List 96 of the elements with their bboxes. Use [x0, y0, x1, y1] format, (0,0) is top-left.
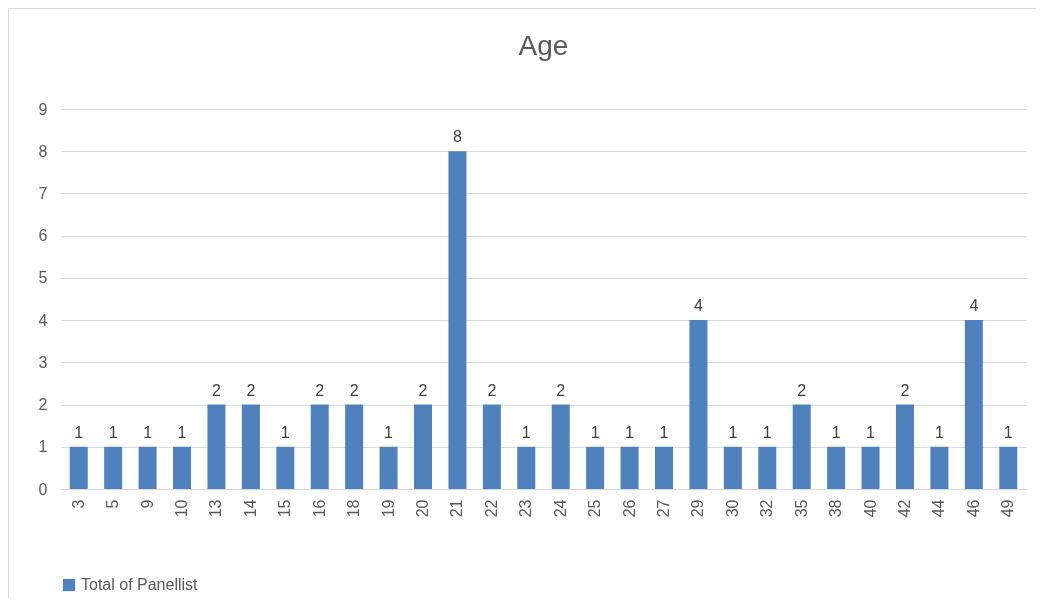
data-label: 2 [487, 381, 497, 399]
x-tick-label: 14 [241, 499, 259, 518]
x-tick-label: 22 [482, 499, 500, 518]
data-label: 1 [143, 423, 153, 441]
bar [310, 404, 329, 489]
data-label: 2 [349, 381, 359, 399]
bar [379, 446, 398, 489]
bar [104, 446, 123, 489]
data-label: 2 [315, 381, 325, 399]
data-label: 1 [866, 423, 876, 441]
x-tick-label: 16 [310, 499, 328, 518]
x-tick-label: 42 [895, 499, 913, 518]
y-tick-label: 8 [38, 142, 48, 160]
bar [448, 151, 467, 489]
bar [276, 446, 295, 489]
bar [861, 446, 880, 489]
bar [999, 446, 1018, 489]
data-label: 1 [108, 423, 118, 441]
bar [414, 404, 432, 489]
x-tick-label: 21 [448, 499, 466, 518]
y-tick-label: 1 [38, 438, 48, 456]
x-tick-label: 15 [276, 499, 294, 518]
data-label: 8 [452, 128, 462, 146]
x-tick-label: 3 [69, 499, 87, 509]
bar [241, 404, 260, 489]
bar [138, 446, 157, 489]
data-label: 1 [728, 423, 738, 441]
data-label: 1 [659, 423, 669, 441]
x-tick-label: 26 [620, 499, 638, 518]
data-label: 1 [590, 423, 600, 441]
bar [69, 446, 88, 489]
bar [586, 446, 605, 489]
bar [723, 446, 742, 489]
data-label: 1 [1003, 423, 1013, 441]
data-label: 4 [693, 297, 703, 315]
bar [895, 404, 914, 489]
bar [758, 446, 777, 489]
y-tick-label: 6 [38, 227, 48, 245]
bar [792, 404, 811, 489]
y-tick-label: 9 [38, 100, 48, 118]
x-tick-label: 10 [173, 499, 191, 518]
x-tick-label: 46 [964, 499, 982, 518]
x-tick-label: 13 [207, 499, 225, 518]
x-tick-label: 29 [689, 499, 707, 518]
data-label: 2 [797, 381, 807, 399]
bar [620, 446, 639, 489]
bar [173, 446, 192, 489]
data-label: 2 [418, 381, 428, 399]
data-label: 2 [900, 381, 910, 399]
data-label: 2 [556, 381, 566, 399]
x-tick-label: 32 [758, 499, 776, 518]
bar [930, 446, 949, 489]
x-tick-label: 9 [138, 499, 156, 509]
x-tick-label: 25 [586, 499, 604, 518]
bar [482, 404, 501, 489]
data-label: 1 [74, 423, 84, 441]
data-label: 2 [246, 381, 256, 399]
bar [964, 320, 983, 489]
x-tick-label: 40 [861, 499, 879, 518]
y-tick-label: 7 [38, 184, 48, 202]
y-tick-label: 3 [38, 353, 48, 371]
data-label: 1 [521, 423, 531, 441]
data-label: 2 [211, 381, 221, 399]
x-tick-label: 49 [999, 499, 1017, 518]
bar [827, 446, 846, 489]
x-tick-label: 18 [345, 499, 363, 518]
x-tick-label: 27 [655, 499, 672, 518]
data-label: 1 [280, 423, 290, 441]
y-tick-label: 5 [38, 269, 48, 287]
data-label: 1 [934, 423, 944, 441]
legend-label: Total of Panellist [81, 576, 199, 593]
data-label: 1 [625, 423, 635, 441]
chart-title: Age [518, 30, 569, 61]
bar [207, 404, 226, 489]
x-tick-label: 5 [104, 499, 122, 509]
data-label: 1 [384, 423, 394, 441]
y-tick-label: 2 [38, 396, 48, 414]
bar [551, 404, 570, 489]
y-tick-label: 4 [38, 311, 48, 329]
x-tick-label: 19 [379, 499, 397, 518]
x-tick-label: 23 [517, 499, 535, 518]
x-tick-label: 20 [414, 499, 431, 518]
x-tick-label: 38 [827, 499, 845, 518]
bar [345, 404, 364, 489]
x-tick-label: 30 [723, 499, 741, 518]
data-label: 1 [177, 423, 187, 441]
x-tick-label: 44 [930, 499, 948, 518]
x-tick-label: 24 [551, 499, 569, 518]
data-label: 1 [831, 423, 841, 441]
x-tick-label: 35 [792, 499, 810, 518]
bar [517, 446, 536, 489]
data-label: 4 [969, 297, 979, 315]
bar [655, 446, 673, 489]
data-label: 1 [762, 423, 772, 441]
y-tick-label: 0 [38, 480, 48, 498]
bar [689, 320, 708, 489]
